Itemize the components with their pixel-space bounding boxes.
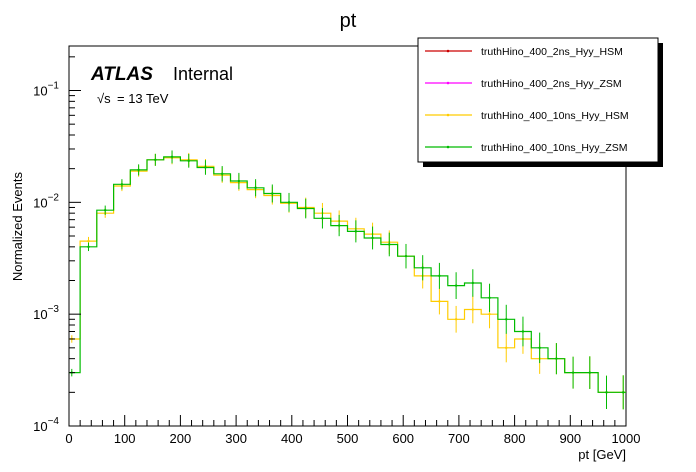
data-point: [538, 346, 541, 350]
series-line: [69, 157, 626, 393]
data-point: [287, 201, 291, 204]
x-tick-label: 500: [337, 431, 359, 446]
y-tick-label: 10−3: [33, 304, 59, 322]
chart-title: pt: [340, 10, 357, 32]
data-point: [521, 330, 525, 333]
energy-prefix-label: √s: [97, 91, 111, 106]
legend-box: [417, 37, 659, 163]
data-point: [304, 207, 307, 210]
x-tick-label: 600: [392, 431, 414, 446]
legend-marker: [446, 81, 450, 85]
legend-label: truthHino_400_2ns_Hyy_HSM: [481, 46, 623, 58]
data-point: [187, 159, 190, 163]
legend-marker: [446, 145, 450, 149]
x-tick-label: 0: [65, 431, 72, 446]
data-point: [454, 284, 458, 287]
data-point: [137, 168, 140, 172]
data-point: [371, 236, 374, 240]
x-tick-label: 1000: [612, 431, 641, 446]
x-tick-label: 700: [448, 431, 470, 446]
data-point: [120, 183, 124, 186]
data-point: [154, 158, 157, 162]
data-point: [204, 166, 207, 169]
data-point: [321, 217, 324, 220]
data-point: [220, 172, 224, 175]
legend-marker: [446, 49, 450, 53]
x-tick-label: 100: [114, 431, 136, 446]
data-point: [354, 230, 358, 233]
y-axis: 10−4 10−3 10−2 10−1: [33, 56, 81, 434]
y-axis-label: Normalized Events: [10, 172, 25, 282]
data-point: [588, 371, 591, 374]
legend-label: truthHino_400_10ns_Hyy_HSM: [481, 110, 629, 122]
data-point: [438, 274, 441, 278]
data-point: [237, 179, 241, 183]
data-point: [170, 155, 174, 159]
legend: truthHino_400_2ns_Hyy_HSM truthHino_400_2…: [417, 37, 663, 167]
atlas-label: ATLAS: [90, 64, 153, 85]
data-point: [87, 245, 90, 249]
data-point: [87, 239, 90, 243]
data-point: [454, 318, 458, 321]
series-layer: [69, 150, 626, 410]
x-axis-label: pt [GeV]: [578, 447, 626, 462]
data-point: [555, 357, 558, 360]
y-tick-label: 10−2: [33, 192, 59, 210]
data-point: [488, 296, 491, 300]
data-point: [271, 192, 274, 195]
data-point: [471, 308, 475, 311]
data-point: [505, 346, 508, 350]
data-point: [471, 281, 475, 285]
x-tick-label: 300: [225, 431, 247, 446]
y-tick-label: 10−4: [33, 416, 59, 434]
data-point: [104, 209, 107, 212]
x-tick-label: 900: [559, 431, 581, 446]
data-point: [505, 318, 508, 321]
data-point: [622, 391, 625, 394]
x-tick-label: 200: [170, 431, 192, 446]
legend-marker: [446, 113, 450, 117]
data-point: [337, 224, 341, 227]
x-tick-label: 400: [281, 431, 303, 446]
data-point: [605, 391, 608, 394]
data-point: [488, 312, 491, 316]
data-point: [571, 371, 575, 374]
y-tick-label: 10−1: [33, 81, 59, 99]
data-point: [404, 254, 408, 258]
atlas-status-label: Internal: [173, 64, 233, 84]
legend-label: truthHino_400_2ns_Hyy_ZSM: [481, 78, 622, 90]
data-point: [438, 300, 441, 303]
energy-value-label: = 13 TeV: [117, 91, 169, 106]
data-point: [421, 266, 424, 269]
legend-label: truthHino_400_10ns_Hyy_ZSM: [481, 142, 628, 154]
series-line: [69, 156, 626, 393]
data-point: [254, 186, 257, 189]
x-tick-label: 800: [504, 431, 526, 446]
data-point: [388, 243, 391, 246]
x-axis: 0 100 200 300 400 500 600 700 800 900 1000: [65, 415, 640, 446]
